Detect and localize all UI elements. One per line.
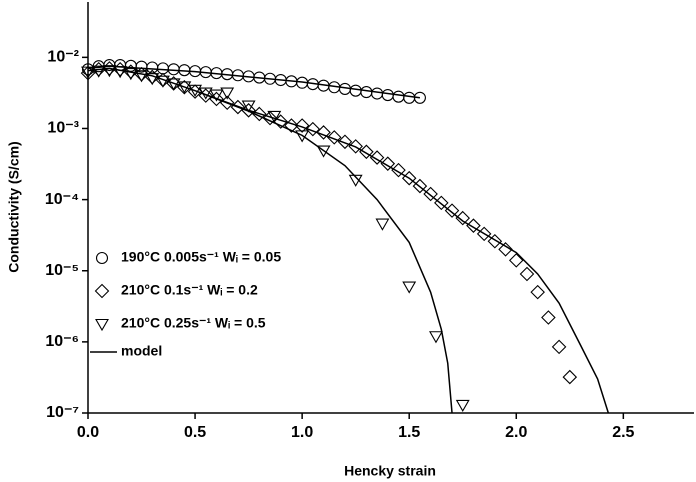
data-point [145, 73, 160, 86]
legend-label: 210°C 0.25s⁻¹ Wᵢ = 0.5 [121, 315, 266, 331]
data-point [316, 125, 331, 140]
data-point [81, 66, 95, 79]
data-point [348, 139, 363, 154]
x-axis-label: Hencky strain [344, 463, 436, 479]
legend-marker [95, 251, 109, 265]
data-point [369, 150, 385, 165]
legend-marker [95, 318, 109, 332]
data-point [316, 145, 331, 158]
x-tick-label: 2.0 [505, 424, 527, 441]
data-point [487, 233, 503, 249]
data-point [155, 75, 170, 88]
data-point [209, 89, 224, 102]
x-tick-label: 1.0 [291, 424, 313, 441]
data-point [371, 87, 384, 100]
data-point [466, 218, 481, 233]
data-point [498, 242, 513, 257]
data-point [337, 134, 353, 150]
data-point [220, 87, 235, 100]
data-point [349, 84, 362, 97]
data-point [380, 156, 396, 171]
y-tick-label: 10⁻⁵ [45, 262, 79, 279]
data-point [541, 310, 556, 325]
y-tick-label: 10⁻² [47, 49, 79, 66]
y-tick-label: 10⁻³ [47, 120, 79, 137]
data-point [146, 61, 159, 74]
data-point [123, 68, 138, 81]
data-point [392, 90, 405, 103]
data-point [167, 63, 180, 76]
data-point [508, 253, 524, 268]
data-point [381, 89, 394, 102]
x-tick-label: 0.5 [184, 424, 206, 441]
x-tick-label: 2.5 [612, 424, 634, 441]
data-point [134, 70, 149, 83]
data-point [391, 162, 406, 178]
data-point [360, 86, 373, 99]
data-point [305, 121, 321, 137]
data-point [91, 65, 106, 78]
data-point [284, 118, 299, 133]
data-point [562, 369, 578, 385]
legend-marker [94, 283, 110, 299]
y-tick-label: 10⁻⁷ [46, 404, 79, 421]
data-point [359, 144, 374, 160]
data-point [455, 399, 470, 413]
data-point [455, 210, 471, 226]
model-line [87, 65, 610, 414]
data-point [295, 130, 310, 143]
data-point [156, 62, 169, 75]
data-point [375, 218, 390, 231]
data-point [403, 91, 416, 104]
y-tick-label: 10⁻⁴ [45, 191, 79, 208]
x-tick-label: 1.5 [398, 424, 420, 441]
data-point [429, 331, 443, 344]
data-point [294, 118, 310, 133]
legend-label: 210°C 0.1s⁻¹ Wᵢ = 0.2 [121, 282, 258, 298]
data-point [551, 339, 567, 355]
data-point [241, 100, 256, 113]
data-point [519, 266, 535, 282]
data-point [402, 281, 417, 294]
data-point [530, 284, 545, 300]
x-tick-label: 0.0 [77, 424, 99, 441]
legend-label: model [121, 343, 162, 359]
y-tick-label: 10⁻⁶ [45, 333, 79, 350]
data-point [326, 130, 342, 145]
data-point [177, 81, 192, 94]
data-point [188, 84, 203, 97]
y-axis-label: Conductivity (S/cm) [6, 141, 22, 272]
legend-label: 190°C 0.005s⁻¹ Wᵢ = 0.05 [121, 249, 281, 265]
